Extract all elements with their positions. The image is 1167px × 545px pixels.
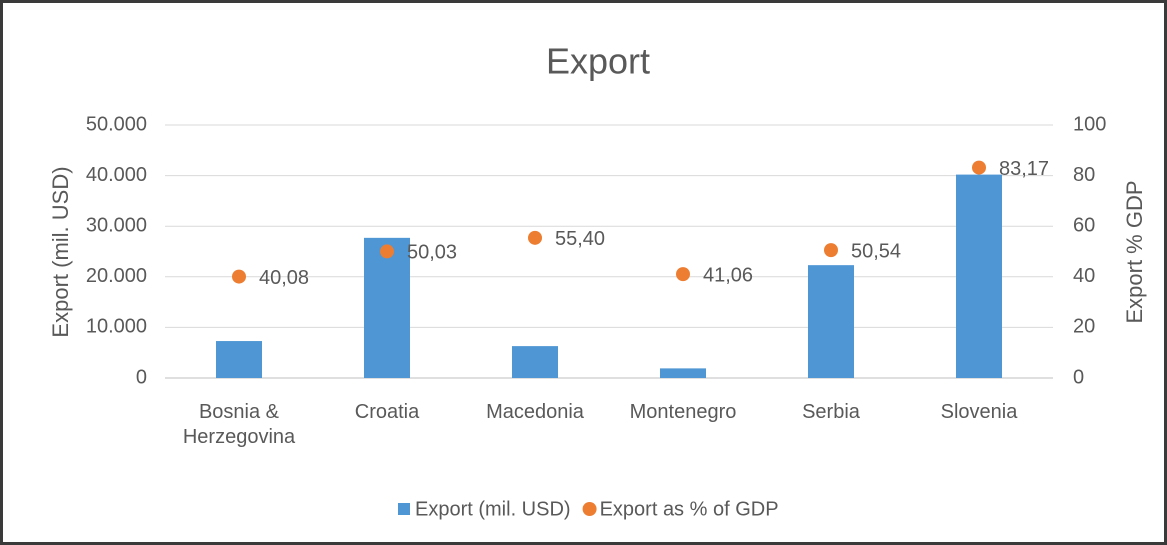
data-label: 41,06 bbox=[703, 264, 753, 286]
dot bbox=[380, 244, 394, 259]
dot bbox=[676, 267, 690, 282]
legend-label: Export (mil. USD) bbox=[415, 498, 571, 520]
bar bbox=[660, 368, 706, 378]
data-label: 55,40 bbox=[555, 228, 605, 250]
x-tick-label: Montenegro bbox=[629, 401, 737, 423]
data-label: 50,54 bbox=[851, 240, 901, 262]
legend-label: Export as % of GDP bbox=[600, 498, 779, 520]
y2-tick-label: 100 bbox=[1073, 113, 1106, 135]
bar bbox=[364, 237, 410, 378]
dot bbox=[824, 243, 838, 258]
bar bbox=[216, 341, 262, 378]
y2-tick-label: 20 bbox=[1073, 316, 1095, 338]
x-tick-label: Bosnia & Herzegovina bbox=[182, 401, 296, 448]
x-tick-label: Serbia bbox=[802, 401, 860, 423]
y2-tick-label: 60 bbox=[1073, 214, 1095, 236]
y-tick-label: 10.000 bbox=[86, 316, 147, 338]
legend-swatch bbox=[582, 502, 597, 516]
data-label: 50,03 bbox=[407, 242, 457, 264]
y2-axis-label: Export % GDP bbox=[1122, 180, 1147, 323]
y2-tick-label: 80 bbox=[1073, 164, 1095, 186]
dot bbox=[232, 269, 246, 284]
bar bbox=[956, 174, 1002, 378]
chart-title: Export bbox=[546, 41, 650, 82]
y-tick-label: 30.000 bbox=[86, 214, 147, 236]
data-label: 40,08 bbox=[259, 267, 309, 289]
x-tick-label: Croatia bbox=[354, 401, 420, 423]
data-label: 83,17 bbox=[999, 158, 1049, 180]
bar bbox=[808, 265, 854, 378]
y-tick-label: 20.000 bbox=[86, 265, 147, 287]
dot bbox=[528, 230, 542, 245]
y2-tick-label: 40 bbox=[1073, 265, 1095, 287]
dot bbox=[972, 160, 986, 175]
y-tick-label: 50.000 bbox=[86, 113, 147, 135]
y-axis-label: Export (mil. USD) bbox=[48, 166, 73, 337]
legend-swatch bbox=[398, 503, 410, 515]
x-tick-label: Macedonia bbox=[486, 401, 584, 423]
bar bbox=[512, 346, 558, 378]
y-tick-label: 40.000 bbox=[86, 164, 147, 186]
x-tick-label: Slovenia bbox=[940, 401, 1018, 423]
y-tick-label: 0 bbox=[136, 366, 147, 388]
y2-tick-label: 0 bbox=[1073, 366, 1084, 388]
